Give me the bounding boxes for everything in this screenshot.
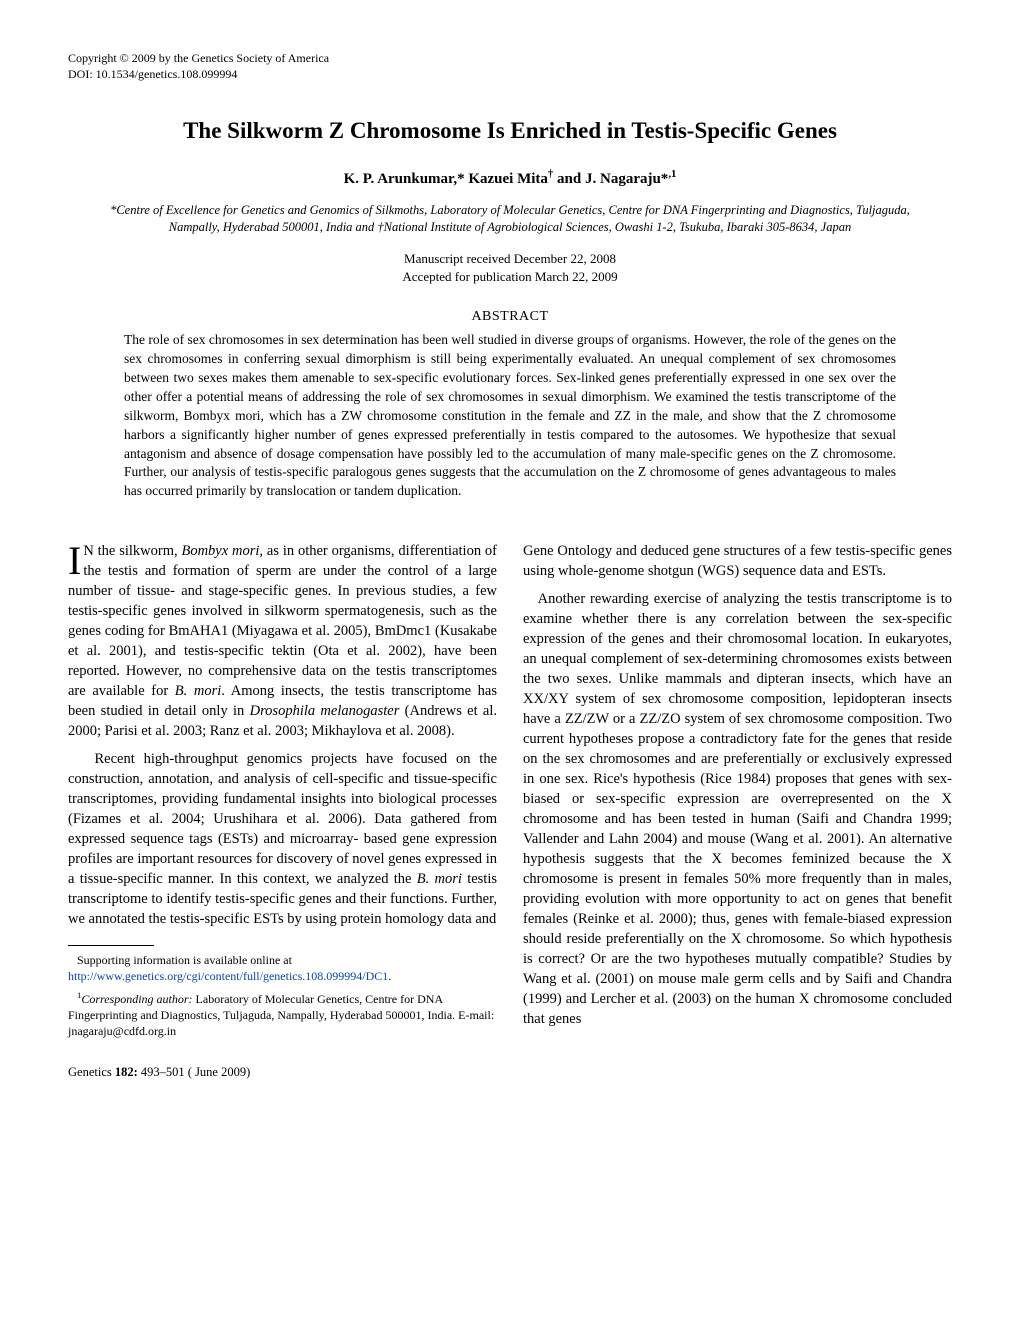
accepted-date: Accepted for publication March 22, 2009: [68, 268, 952, 286]
page-footer: Genetics 182: 493–501 ( June 2009): [68, 1065, 952, 1080]
body-paragraph-2: Recent high-throughput genomics projects…: [68, 749, 497, 929]
article-title: The Silkworm Z Chromosome Is Enriched in…: [68, 118, 952, 144]
corresponding-author-note: 1Corresponding author: Laboratory of Mol…: [68, 990, 497, 1040]
copyright-line: Copyright © 2009 by the Genetics Society…: [68, 50, 952, 66]
manuscript-dates: Manuscript received December 22, 2008 Ac…: [68, 250, 952, 285]
received-date: Manuscript received December 22, 2008: [68, 250, 952, 268]
supporting-info-note: Supporting information is available onli…: [68, 952, 497, 984]
affiliations: *Centre of Excellence for Genetics and G…: [68, 202, 952, 236]
doi-line: DOI: 10.1534/genetics.108.099994: [68, 66, 952, 82]
supporting-info-link[interactable]: http://www.genetics.org/cgi/content/full…: [68, 969, 388, 983]
body-paragraph-1: IN the silkworm, Bombyx mori, as in othe…: [68, 541, 497, 741]
two-column-body: IN the silkworm, Bombyx mori, as in othe…: [68, 541, 952, 1039]
right-column: Gene Ontology and deduced gene structure…: [523, 541, 952, 1039]
journal-citation: Genetics 182: 493–501 ( June 2009): [68, 1065, 250, 1080]
body-paragraph-4: Another rewarding exercise of analyzing …: [523, 589, 952, 1029]
journal-header: Copyright © 2009 by the Genetics Society…: [68, 50, 952, 82]
dropcap-letter: I: [68, 541, 83, 577]
abstract-body: The role of sex chromosomes in sex deter…: [68, 331, 952, 501]
author-list: K. P. Arunkumar,* Kazuei Mita† and J. Na…: [68, 168, 952, 188]
left-column: IN the silkworm, Bombyx mori, as in othe…: [68, 541, 497, 1039]
footnote-rule: [68, 945, 154, 946]
body-paragraph-3: Gene Ontology and deduced gene structure…: [523, 541, 952, 581]
abstract-heading: ABSTRACT: [68, 309, 952, 325]
